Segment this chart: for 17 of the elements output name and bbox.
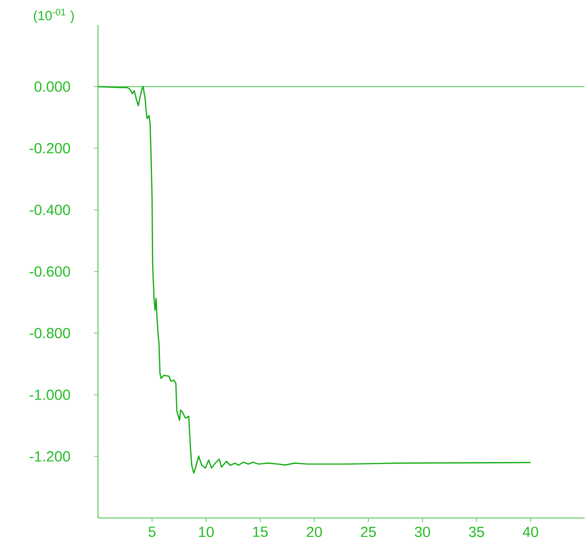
x-tick-label: 10 (199, 526, 214, 538)
x-tick-label: 5 (148, 526, 156, 537)
x-tick-label: 25 (360, 526, 376, 538)
y-tick-label: -1.200 (30, 451, 70, 462)
y-tick-label: -1.000 (30, 390, 70, 400)
x-tick-label: 15 (253, 526, 268, 537)
x-tick-label: 35 (468, 526, 484, 538)
x-tick-label: 40 (522, 526, 538, 538)
y-tick-label: 0.000 (34, 81, 70, 92)
y-axis-title: (10$^{-01}$ ) (34, 8, 74, 23)
y-tick-label: -0.400 (30, 204, 70, 216)
y-tick-label: -0.200 (30, 143, 70, 154)
y-tick-label: -0.600 (30, 266, 70, 277)
x-tick-label: 20 (306, 526, 322, 538)
x-tick-label: 30 (414, 526, 430, 538)
line-series (98, 86, 532, 474)
y-tick-label: -0.800 (30, 328, 70, 338)
